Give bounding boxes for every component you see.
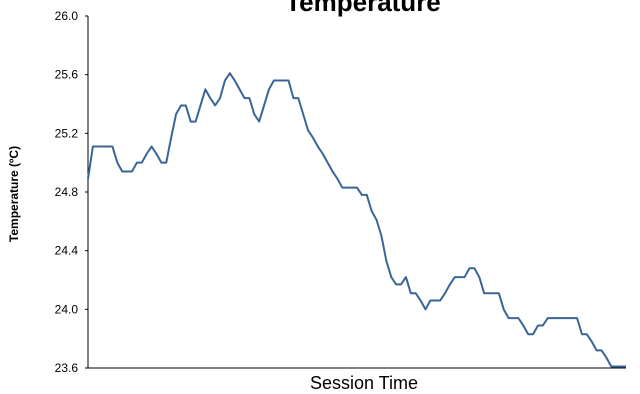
- y-tick-label: 25.2: [55, 126, 79, 140]
- y-axis-ticks: 26.0 25.6 25.2 24.8 24.4 24.0 23.6: [55, 9, 88, 375]
- y-tick-label: 26.0: [55, 9, 79, 23]
- y-tick-label: 24.4: [55, 244, 79, 258]
- chart-title: Temperature: [285, 0, 441, 17]
- y-tick-label: 24.0: [55, 302, 79, 316]
- y-tick-label: 24.8: [55, 185, 79, 199]
- temperature-series-line: [87, 72, 626, 368]
- y-axis-label: Temperature (ºC): [7, 146, 21, 242]
- y-tick-label: 25.6: [55, 68, 79, 82]
- y-tick-label: 23.6: [55, 361, 79, 375]
- x-axis-label: Session Time: [310, 373, 418, 393]
